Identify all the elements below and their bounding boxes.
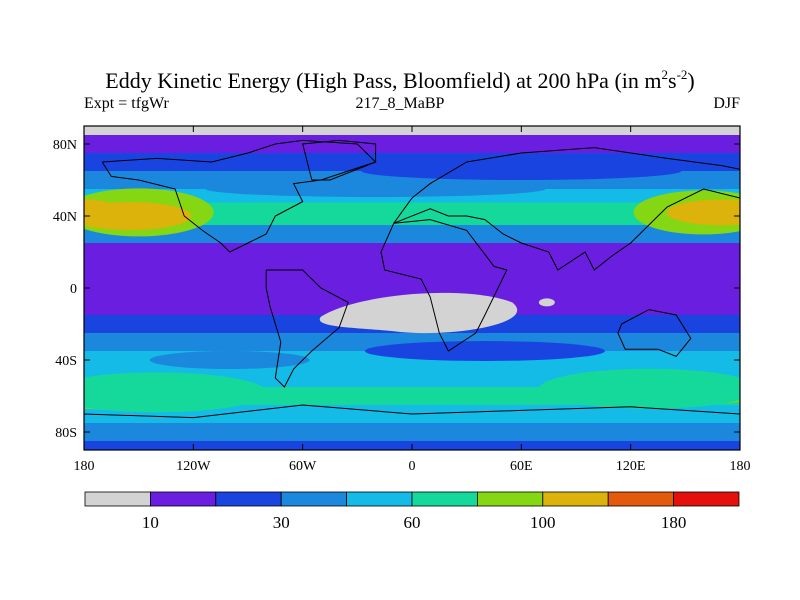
field-region-polar-minimum	[302, 126, 631, 132]
field-band	[84, 279, 740, 298]
y-tick-label: 80N	[53, 138, 77, 153]
y-tick-label: 40S	[55, 354, 77, 369]
experiment-label: Expt = tfgWr	[84, 95, 169, 112]
field-band	[84, 202, 740, 212]
coastline-0	[101, 139, 377, 253]
colorbar-box	[673, 491, 740, 507]
axes: 180 120W 60W 0 60E 120E 180 80N 40N 0 40S 80S	[53, 126, 751, 474]
coastline-2	[380, 219, 508, 352]
colorbar-box	[411, 491, 478, 507]
colorbar-box	[542, 491, 609, 507]
coastline-4	[617, 309, 692, 357]
x-tick-label: 120E	[616, 459, 646, 474]
x-tick-label: 180	[74, 459, 95, 474]
season-label: DJF	[713, 95, 740, 112]
colorbar: 10 30 60 100 180	[84, 491, 740, 532]
run-label: 217_8_MaBP	[355, 95, 445, 112]
x-tick-label: 0	[409, 459, 416, 474]
coastline-6	[84, 404, 740, 450]
y-tick-label: 0	[70, 282, 77, 297]
continent-outlines	[84, 139, 740, 450]
field-layer	[84, 126, 740, 450]
x-tick-label: 180	[730, 459, 751, 474]
field-region	[361, 162, 682, 180]
field-band	[84, 423, 740, 442]
field-region-northern-jet-atlantic	[666, 199, 740, 226]
y-tick-label: 80S	[55, 426, 77, 441]
colorbar-label: 60	[404, 513, 421, 532]
field-region-tropical-minimum-indian	[538, 298, 555, 307]
field-band	[84, 225, 740, 244]
field-region-southern-jet-indian	[538, 368, 740, 409]
colorbar-box	[476, 491, 544, 507]
field-band	[84, 261, 740, 280]
x-tick-label: 60W	[289, 459, 317, 474]
field-region	[364, 341, 605, 361]
field-band	[84, 211, 740, 226]
coastline-1	[265, 269, 349, 388]
colorbar-box	[84, 491, 151, 507]
coastline-3	[393, 147, 740, 271]
coastline-5	[302, 139, 377, 181]
colorbar-box	[215, 491, 282, 507]
field-band	[84, 243, 740, 262]
field-region	[205, 181, 546, 197]
colorbar-label: 10	[142, 513, 159, 532]
colorbar-box	[607, 491, 675, 507]
chart-title: Eddy Kinetic Energy (High Pass, Bloomfie…	[105, 67, 695, 93]
x-tick-label: 120W	[176, 459, 211, 474]
field-band	[84, 135, 740, 154]
field-region	[149, 351, 310, 369]
field-region-southern-jet-pacific	[84, 372, 267, 413]
colorbar-label: 30	[273, 513, 290, 532]
colorbar-box	[280, 491, 348, 507]
field-region-tropical-minimum-africa	[319, 292, 518, 334]
colorbar-box	[346, 491, 413, 507]
x-tick-label: 60E	[510, 459, 533, 474]
colorbar-label: 100	[530, 513, 556, 532]
colorbar-label: 180	[661, 513, 687, 532]
field-region-northern-jet-atlantic	[84, 199, 124, 226]
y-tick-label: 40N	[53, 210, 77, 225]
colorbar-box	[149, 491, 217, 507]
